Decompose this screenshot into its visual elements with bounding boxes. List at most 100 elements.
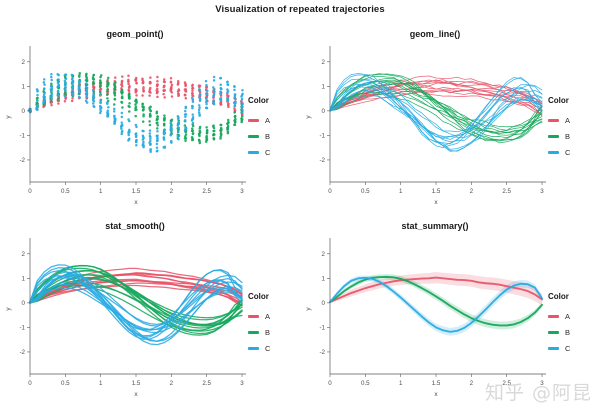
legend-label-c: C: [565, 147, 571, 157]
svg-text:y: y: [305, 307, 312, 311]
svg-text:1: 1: [399, 188, 403, 195]
svg-text:1: 1: [322, 84, 326, 91]
legend-title: Color: [548, 96, 569, 105]
legend-item-c[interactable]: C: [248, 144, 270, 160]
legend-label-b: B: [565, 131, 571, 141]
legend-item-a[interactable]: A: [248, 112, 270, 128]
panel-title-stat-smooth: stat_smooth(): [105, 221, 165, 231]
legend-label-a: A: [265, 115, 271, 125]
svg-text:0: 0: [28, 188, 32, 195]
legend-key-a-icon: [248, 118, 259, 122]
legend-key-c-icon: [248, 150, 259, 154]
legend-item-c[interactable]: C: [248, 340, 270, 356]
svg-text:1: 1: [99, 188, 103, 195]
legend-label-a: A: [565, 115, 571, 125]
svg-text:x: x: [434, 391, 438, 398]
svg-text:-1: -1: [319, 133, 325, 140]
legend-label-b: B: [265, 131, 271, 141]
panel-geom-line: geom_line() 0 0.5 1 1.5 2 2.5 3 -2 -1 0 1 2 x y Color…: [300, 24, 600, 212]
svg-text:-2: -2: [19, 349, 25, 356]
svg-text:2: 2: [322, 251, 326, 258]
legend-item-c[interactable]: C: [548, 144, 570, 160]
legend-label-c: C: [265, 343, 271, 353]
svg-text:2: 2: [170, 188, 174, 195]
svg-text:2: 2: [170, 380, 174, 387]
plot-canvas-stat-smooth: 0 0.5 1 1.5 2 2.5 3 -2 -1 0 1 2 x y: [5, 238, 246, 398]
svg-text:3: 3: [540, 188, 544, 195]
legend-label-a: A: [265, 311, 271, 321]
svg-text:x: x: [134, 199, 138, 206]
legend-key-b-icon: [248, 134, 259, 138]
legend-label-b: B: [565, 327, 571, 337]
legend-geom-point: Color A B C: [248, 96, 270, 160]
plot-canvas-stat-summary: 0 0.5 1 1.5 2 2.5 3 -2 -1 0 1 2 x y: [305, 238, 546, 398]
svg-text:0.5: 0.5: [61, 380, 70, 387]
svg-text:0.5: 0.5: [361, 380, 370, 387]
svg-text:1: 1: [399, 380, 403, 387]
svg-text:-1: -1: [19, 133, 25, 140]
svg-text:2: 2: [22, 59, 26, 66]
legend-key-a-icon: [248, 314, 259, 318]
legend-key-c-icon: [248, 346, 259, 350]
svg-text:0.5: 0.5: [361, 188, 370, 195]
svg-text:2: 2: [470, 380, 474, 387]
panel-geom-point: geom_point() 0 0.5 1 1.5 2 2.5 3 -2 -1 0 1 2 x y Colo…: [0, 24, 300, 212]
legend-key-c-icon: [548, 150, 559, 154]
legend-item-b[interactable]: B: [248, 128, 270, 144]
svg-text:x: x: [134, 391, 138, 398]
legend-key-a-icon: [548, 314, 559, 318]
legend-item-a[interactable]: A: [248, 308, 270, 324]
legend-label-c: C: [265, 147, 271, 157]
legend-item-a[interactable]: A: [548, 308, 570, 324]
svg-text:y: y: [305, 115, 312, 119]
svg-text:1: 1: [322, 276, 326, 283]
panel-title-stat-summary: stat_summary(): [401, 221, 469, 231]
svg-text:1: 1: [22, 84, 26, 91]
legend-item-b[interactable]: B: [548, 324, 570, 340]
svg-text:-2: -2: [319, 157, 325, 164]
svg-text:-1: -1: [319, 325, 325, 332]
panel-stat-summary: stat_summary() 0 0.5 1 1.5 2 2.5 3 -2 -1 0 1 2 x y Co…: [300, 216, 600, 413]
svg-text:0: 0: [22, 108, 26, 115]
svg-text:y: y: [5, 307, 12, 311]
legend-key-b-icon: [548, 330, 559, 334]
svg-text:1.5: 1.5: [132, 188, 141, 195]
svg-text:0.5: 0.5: [61, 188, 70, 195]
legend-geom-line: Color A B C: [548, 96, 570, 160]
legend-title: Color: [248, 96, 269, 105]
svg-text:1: 1: [22, 276, 26, 283]
legend-key-c-icon: [548, 346, 559, 350]
legend-key-b-icon: [548, 134, 559, 138]
legend-title: Color: [548, 292, 569, 301]
legend-title: Color: [248, 292, 269, 301]
legend-label-c: C: [565, 343, 571, 353]
legend-item-c[interactable]: C: [548, 340, 570, 356]
svg-text:0: 0: [22, 300, 26, 307]
legend-key-b-icon: [248, 330, 259, 334]
panel-stat-smooth: stat_smooth() 0 0.5 1 1.5 2 2.5 3 -2 -1 0 1 2 x y Col…: [0, 216, 300, 413]
svg-text:1.5: 1.5: [132, 380, 141, 387]
svg-text:3: 3: [540, 380, 544, 387]
legend-key-a-icon: [548, 118, 559, 122]
legend-item-b[interactable]: B: [548, 128, 570, 144]
svg-text:0: 0: [322, 300, 326, 307]
legend-stat-summary: Color A B C: [548, 292, 570, 356]
svg-text:0: 0: [328, 380, 332, 387]
panel-title-geom-point: geom_point(): [106, 29, 164, 39]
svg-text:2: 2: [22, 251, 26, 258]
panel-title-geom-line: geom_line(): [409, 29, 461, 39]
legend-label-a: A: [565, 311, 571, 321]
svg-text:2.5: 2.5: [502, 188, 511, 195]
svg-text:3: 3: [240, 380, 244, 387]
figure-title: Visualization of repeated trajectories: [215, 4, 385, 15]
legend-item-a[interactable]: A: [548, 112, 570, 128]
svg-text:1.5: 1.5: [432, 188, 441, 195]
svg-text:0: 0: [28, 380, 32, 387]
legend-label-b: B: [265, 327, 271, 337]
legend-item-b[interactable]: B: [248, 324, 270, 340]
svg-text:-2: -2: [19, 157, 25, 164]
svg-text:2: 2: [322, 59, 326, 66]
svg-text:2: 2: [470, 188, 474, 195]
plot-canvas-geom-line: 0 0.5 1 1.5 2 2.5 3 -2 -1 0 1 2 x y: [305, 46, 546, 206]
